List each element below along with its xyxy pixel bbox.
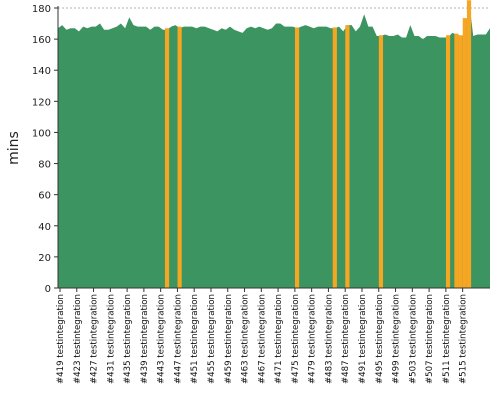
x-tick-label: #499 testintegration [392, 294, 402, 384]
failed-build-bar [332, 27, 337, 288]
x-tick-label: #447 testintegration [173, 294, 183, 384]
x-tick-label: #507 testintegration [425, 294, 435, 384]
y-tick-label: 160 [32, 35, 51, 46]
x-tick-label: #439 testintegration [140, 294, 150, 384]
x-tick-label: #463 testintegration [241, 294, 251, 384]
x-tick-label: #495 testintegration [375, 294, 385, 384]
failed-build-bar [177, 26, 182, 289]
y-tick-label: 100 [32, 128, 51, 139]
x-tick-label: #503 testintegration [408, 294, 418, 384]
y-tick-label: 20 [38, 253, 51, 264]
x-axis-ticks: #419 testintegration #423 testintegration… [56, 288, 469, 384]
x-tick-label: #479 testintegration [308, 294, 318, 384]
y-tick-label: 40 [38, 222, 51, 233]
y-tick-label: 0 [45, 284, 51, 295]
x-tick-label: #467 testintegration [257, 294, 267, 384]
x-tick-label: #487 testintegration [341, 294, 351, 384]
failed-build-bar [345, 25, 350, 288]
x-tick-label: #483 testintegration [324, 294, 334, 384]
y-axis-title: mins [6, 131, 22, 165]
x-tick-label: #491 testintegration [358, 294, 368, 384]
y-tick-label: 80 [38, 160, 51, 171]
x-tick-label: #451 testintegration [190, 294, 200, 384]
failed-build-bar [445, 35, 451, 288]
x-tick-label: #459 testintegration [224, 294, 234, 384]
x-tick-label: #475 testintegration [291, 294, 301, 384]
failed-build-bar [458, 35, 463, 288]
x-tick-label: #471 testintegration [274, 294, 284, 384]
duration-area [58, 0, 490, 288]
series-area [58, 0, 490, 289]
y-tick-label: 140 [32, 66, 51, 77]
failed-build-bar [164, 28, 170, 288]
x-tick-label: #455 testintegration [207, 294, 217, 384]
x-tick-label: #423 testintegration [73, 294, 83, 384]
failed-build-bar [454, 33, 459, 288]
x-tick-label: #443 testintegration [157, 294, 167, 384]
failed-build-bar [294, 27, 300, 288]
failed-build-bar [378, 35, 384, 288]
x-tick-label: #431 testintegration [106, 294, 116, 384]
x-tick-label: #435 testintegration [123, 294, 133, 384]
y-axis-ticks: 0 20 40 60 80 100 120 140 160 180 [32, 4, 58, 295]
x-tick-label: #419 testintegration [56, 294, 66, 384]
failed-build-bar [466, 0, 472, 288]
x-tick-label: #427 testintegration [90, 294, 100, 384]
y-tick-label: 120 [32, 97, 51, 108]
y-tick-label: 180 [32, 4, 51, 15]
x-tick-label: #515 testintegration [459, 294, 469, 384]
failed-build-bar [462, 18, 467, 288]
y-tick-label: 60 [38, 191, 51, 202]
x-tick-label: #511 testintegration [442, 294, 452, 384]
axes [57, 6, 490, 289]
